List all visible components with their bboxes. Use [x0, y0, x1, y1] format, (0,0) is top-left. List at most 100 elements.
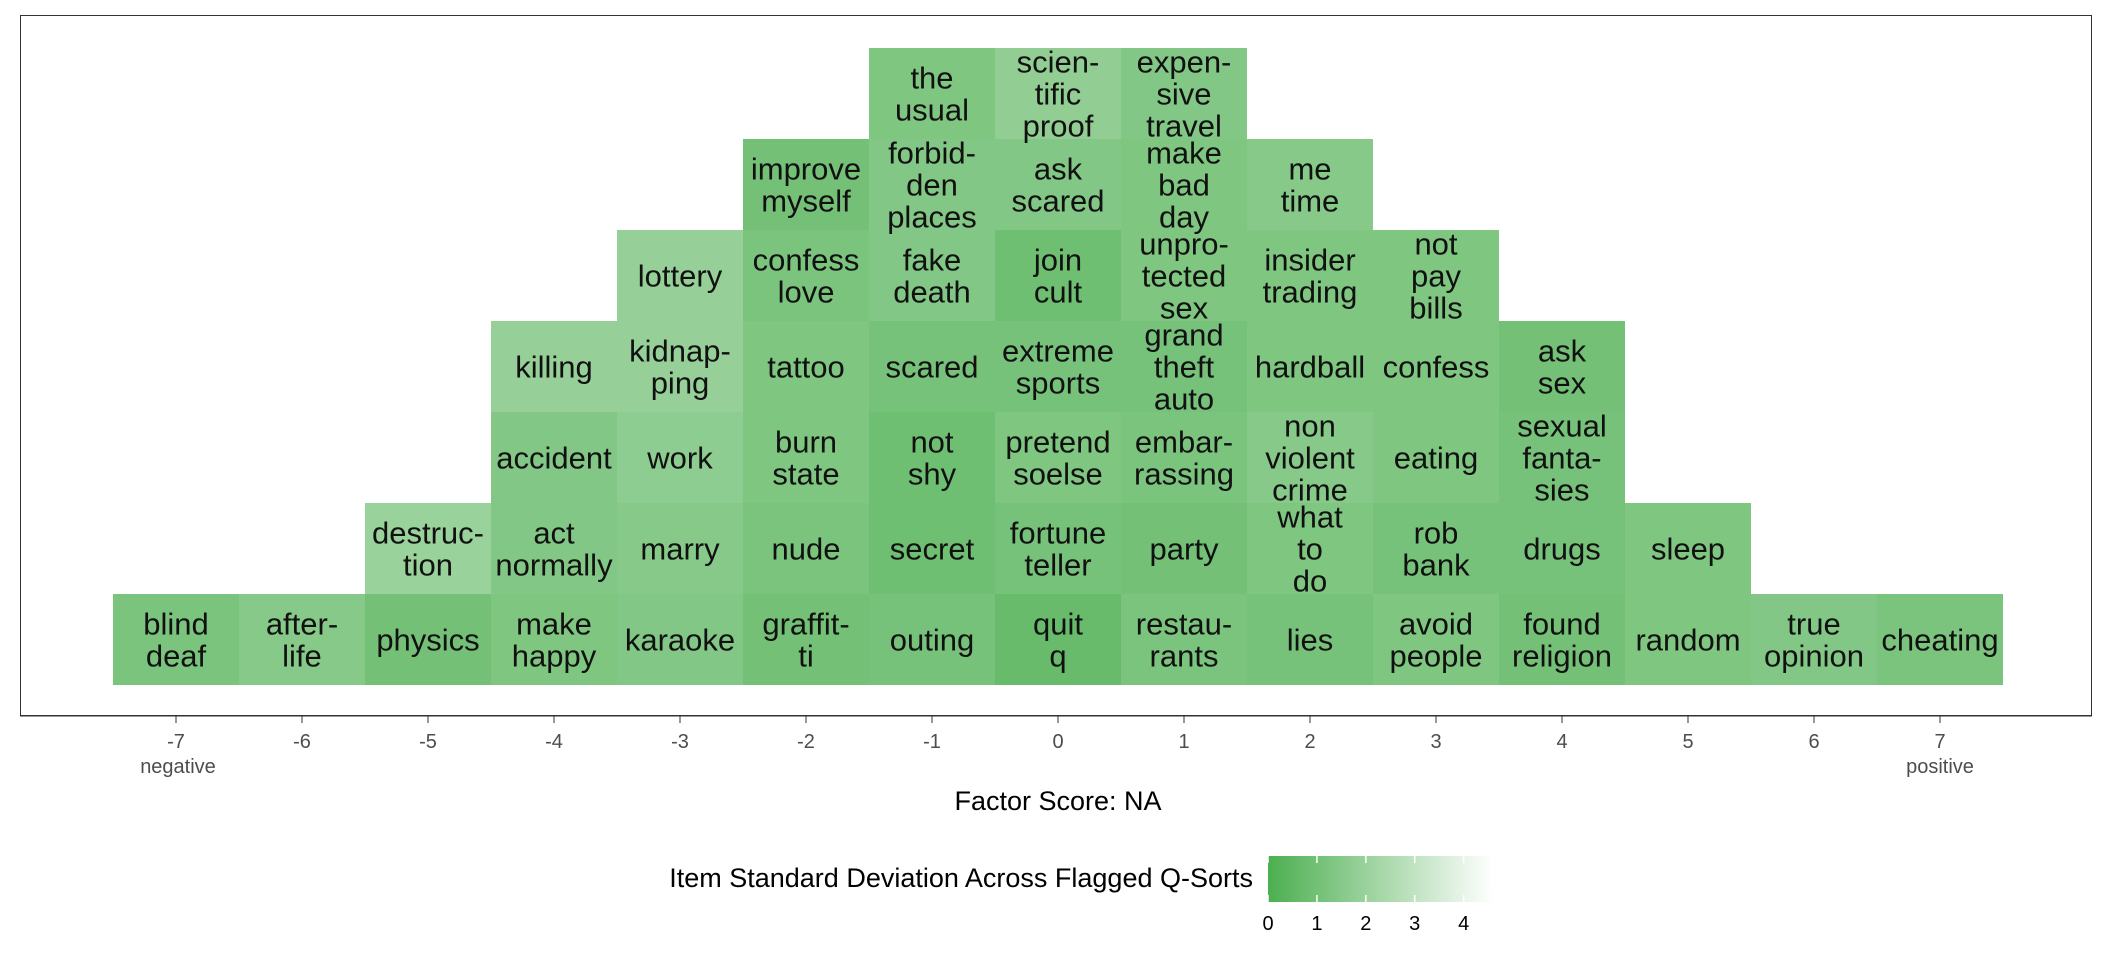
cell-label-line: insider [1264, 243, 1355, 278]
legend-tick-label: 0 [1262, 913, 1273, 935]
x-tick-label: 7 [1934, 731, 1945, 753]
cell-label: grand theft auto [1144, 318, 1223, 417]
cell--3-0: karaoke [617, 594, 743, 685]
cell-1-5: make bad day [1121, 136, 1247, 235]
cell-rect [617, 503, 743, 594]
cell-label-line: soelse [1013, 457, 1103, 492]
cell--2-1: nude [743, 503, 869, 594]
cell-label-line: bills [1409, 291, 1462, 326]
x-tick-label: 3 [1430, 731, 1441, 753]
cell-label-line: do [1293, 564, 1327, 599]
cell-2-4: insider trading [1247, 230, 1373, 321]
cell-rect [617, 412, 743, 503]
cell-label: insider trading [1263, 243, 1358, 310]
cell-label-line: bank [1402, 548, 1470, 583]
cell--4-3: killing [491, 321, 617, 412]
cell-label-line: religion [1512, 639, 1612, 674]
x-tick-label: -4 [545, 731, 563, 753]
cell-label-line: killing [515, 350, 593, 385]
cell-label-line: drugs [1523, 532, 1601, 567]
cell-1-4: unpro-tected sex [1121, 227, 1247, 326]
cell-label-line: rassing [1134, 457, 1234, 492]
cell-label: work [646, 441, 713, 476]
cell-7-0: cheating [1877, 594, 2003, 685]
cell-label-line: grand [1144, 318, 1223, 353]
cell-label-line: make [516, 607, 592, 642]
cell-0-3: extreme sports [995, 321, 1121, 412]
cell-2-3: hardball [1247, 321, 1373, 412]
cell-rect [743, 230, 869, 321]
cell-2-5: me time [1247, 139, 1373, 230]
cell-label-line: quit [1033, 607, 1083, 642]
cell-label: scared [885, 350, 978, 385]
x-axis-label-negative: negative [140, 756, 216, 778]
cell-label: avoid people [1389, 607, 1482, 674]
cell-label: not pay bills [1409, 227, 1462, 326]
cell-label: eating [1394, 441, 1478, 476]
cell-label-line: theft [1154, 350, 1215, 385]
cell--1-4: fake death [869, 230, 995, 321]
cell-label-line: rob [1414, 516, 1459, 551]
cell-label-line: deaf [146, 639, 207, 674]
cell-5-1: sleep [1625, 503, 1751, 594]
x-axis: -7 -6 -5 -4 -3 -2 -1 0 1 2 3 4 5 6 7 [20, 715, 2092, 753]
cell-rect [1121, 412, 1247, 503]
cell-label-line: physics [376, 623, 479, 658]
cell-label-line: q [1049, 639, 1066, 674]
cell-label: sleep [1651, 532, 1725, 567]
cell-label-line: confess [1383, 350, 1490, 385]
cell-rect [113, 594, 239, 685]
cell-label-line: proof [1023, 109, 1094, 144]
cell-label-line: death [893, 275, 971, 310]
cell-label: random [1635, 623, 1740, 658]
cell-rect [743, 139, 869, 230]
cell-rect [743, 321, 869, 412]
cell-label: make happy [512, 607, 597, 674]
cell-label: unpro-tected sex [1139, 227, 1229, 326]
cell--4-2: accident [491, 412, 617, 503]
cell-label-line: travel [1146, 109, 1222, 144]
cell-label: quit q [1033, 607, 1083, 674]
cell-label-line: what [1276, 500, 1343, 535]
legend-tick-label: 2 [1360, 913, 1371, 935]
cell--1-1: secret [869, 503, 995, 594]
cell-rect [869, 594, 995, 685]
cell-label: fortune teller [1010, 516, 1107, 583]
cell-label-line: rants [1150, 639, 1219, 674]
cell-label-line: pay [1411, 259, 1461, 294]
cell-label: non violent crime [1265, 409, 1355, 508]
cell-label: karaoke [625, 623, 735, 658]
cell-rect [1121, 139, 1247, 230]
cell-rect [491, 503, 617, 594]
cell-label-line: ti [798, 639, 814, 674]
cell--1-3: scared [869, 321, 995, 412]
cell-label-line: tific [1035, 77, 1082, 112]
cell-label-line: fanta- [1522, 441, 1601, 476]
cell-label-line: join [1033, 243, 1082, 278]
legend-title: Item Standard Deviation Across Flagged Q… [669, 863, 1253, 893]
cell-rect [995, 139, 1121, 230]
cell-label-line: ask [1538, 334, 1587, 369]
cell-label-line: not [910, 425, 953, 460]
cell-label: after-life [266, 607, 338, 674]
cell-label-line: myself [761, 184, 851, 219]
cell-label-line: blind [143, 607, 209, 642]
cell-rect [1247, 230, 1373, 321]
cell-rect [365, 503, 491, 594]
cell-rect [1751, 594, 1877, 685]
cell-label: scien-tific proof [1017, 45, 1100, 144]
legend-tick-label: 3 [1409, 913, 1420, 935]
cell--2-4: confess love [743, 230, 869, 321]
cell-label-line: scared [1011, 184, 1104, 219]
cell-6-0: true opinion [1751, 594, 1877, 685]
cell-rect [1499, 594, 1625, 685]
cell-3-0: avoid people [1373, 594, 1499, 685]
cell-label-line: non [1284, 409, 1336, 444]
cell-label-line: ask [1034, 152, 1083, 187]
cell--2-2: burn state [743, 412, 869, 503]
cell-label-line: karaoke [625, 623, 735, 658]
cell-rect [1373, 503, 1499, 594]
cell-label: party [1150, 532, 1219, 567]
cell--3-3: kidnap-ping [617, 321, 743, 412]
